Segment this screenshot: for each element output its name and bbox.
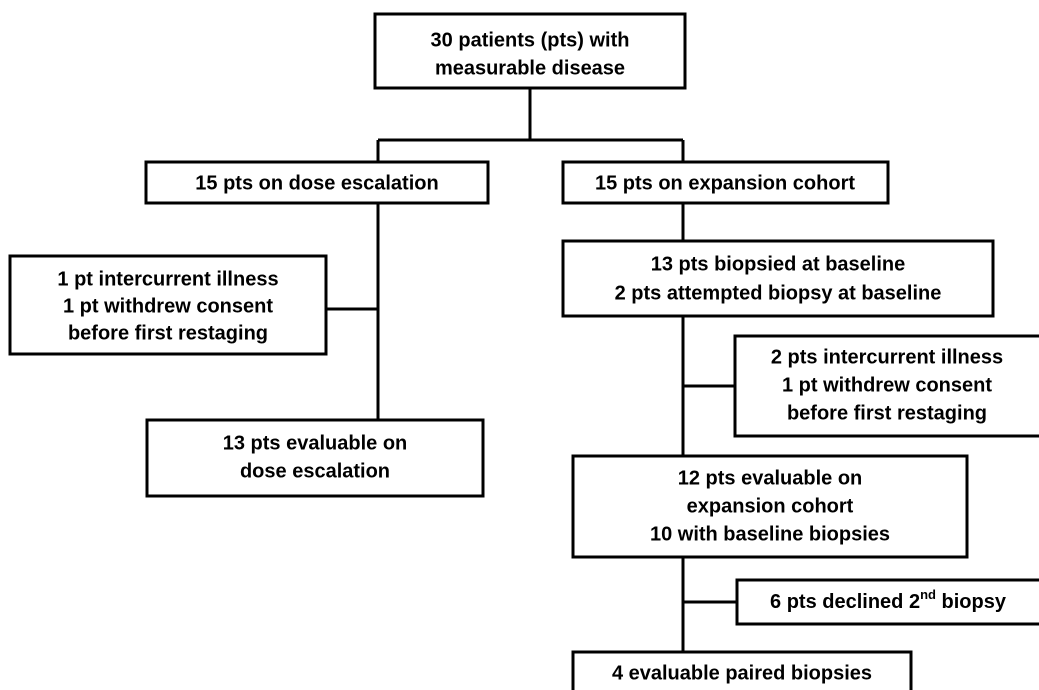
box-text: expansion cohort (687, 495, 854, 517)
box-text: measurable disease (435, 57, 625, 79)
labels: 30 patients (pts) with measurable diseas… (57, 29, 1006, 684)
box-text: before first restaging (68, 322, 268, 344)
box (733, 334, 1039, 438)
box-text: 1 pt withdrew consent (782, 374, 992, 396)
box-text: 2 pts attempted biopsy at baseline (615, 282, 942, 304)
box (561, 239, 995, 318)
text-part: biopsy (936, 591, 1007, 613)
box-text: 30 patients (pts) with (431, 29, 630, 51)
box (561, 160, 890, 205)
text-part: 6 pts declined 2 (770, 591, 920, 613)
box (373, 12, 687, 90)
box-text: 4 evaluable paired biopsies (612, 662, 872, 684)
boxes (8, 12, 1039, 690)
superscript: nd (920, 587, 936, 602)
box-text: before first restaging (787, 402, 987, 424)
box-text: 6 pts declined 2nd biopsy (770, 587, 1007, 613)
box (735, 578, 1039, 626)
box (8, 254, 328, 356)
box-text: 10 with baseline biopsies (650, 523, 890, 545)
box-text: 15 pts on dose escalation (195, 172, 438, 194)
box (571, 650, 913, 690)
box-text: 1 pt withdrew consent (63, 295, 273, 317)
box-text: 1 pt intercurrent illness (57, 268, 278, 290)
box (145, 418, 485, 498)
box (144, 160, 490, 205)
box (571, 454, 969, 559)
box-text: 13 pts biopsied at baseline (651, 253, 906, 275)
box-text: dose escalation (240, 460, 390, 482)
box-text: 2 pts intercurrent illness (771, 346, 1003, 368)
box-text: 13 pts evaluable on (223, 432, 408, 454)
box-text: 15 pts on expansion cohort (595, 172, 855, 194)
connectors (326, 88, 737, 652)
box-text: 12 pts evaluable on (678, 467, 863, 489)
